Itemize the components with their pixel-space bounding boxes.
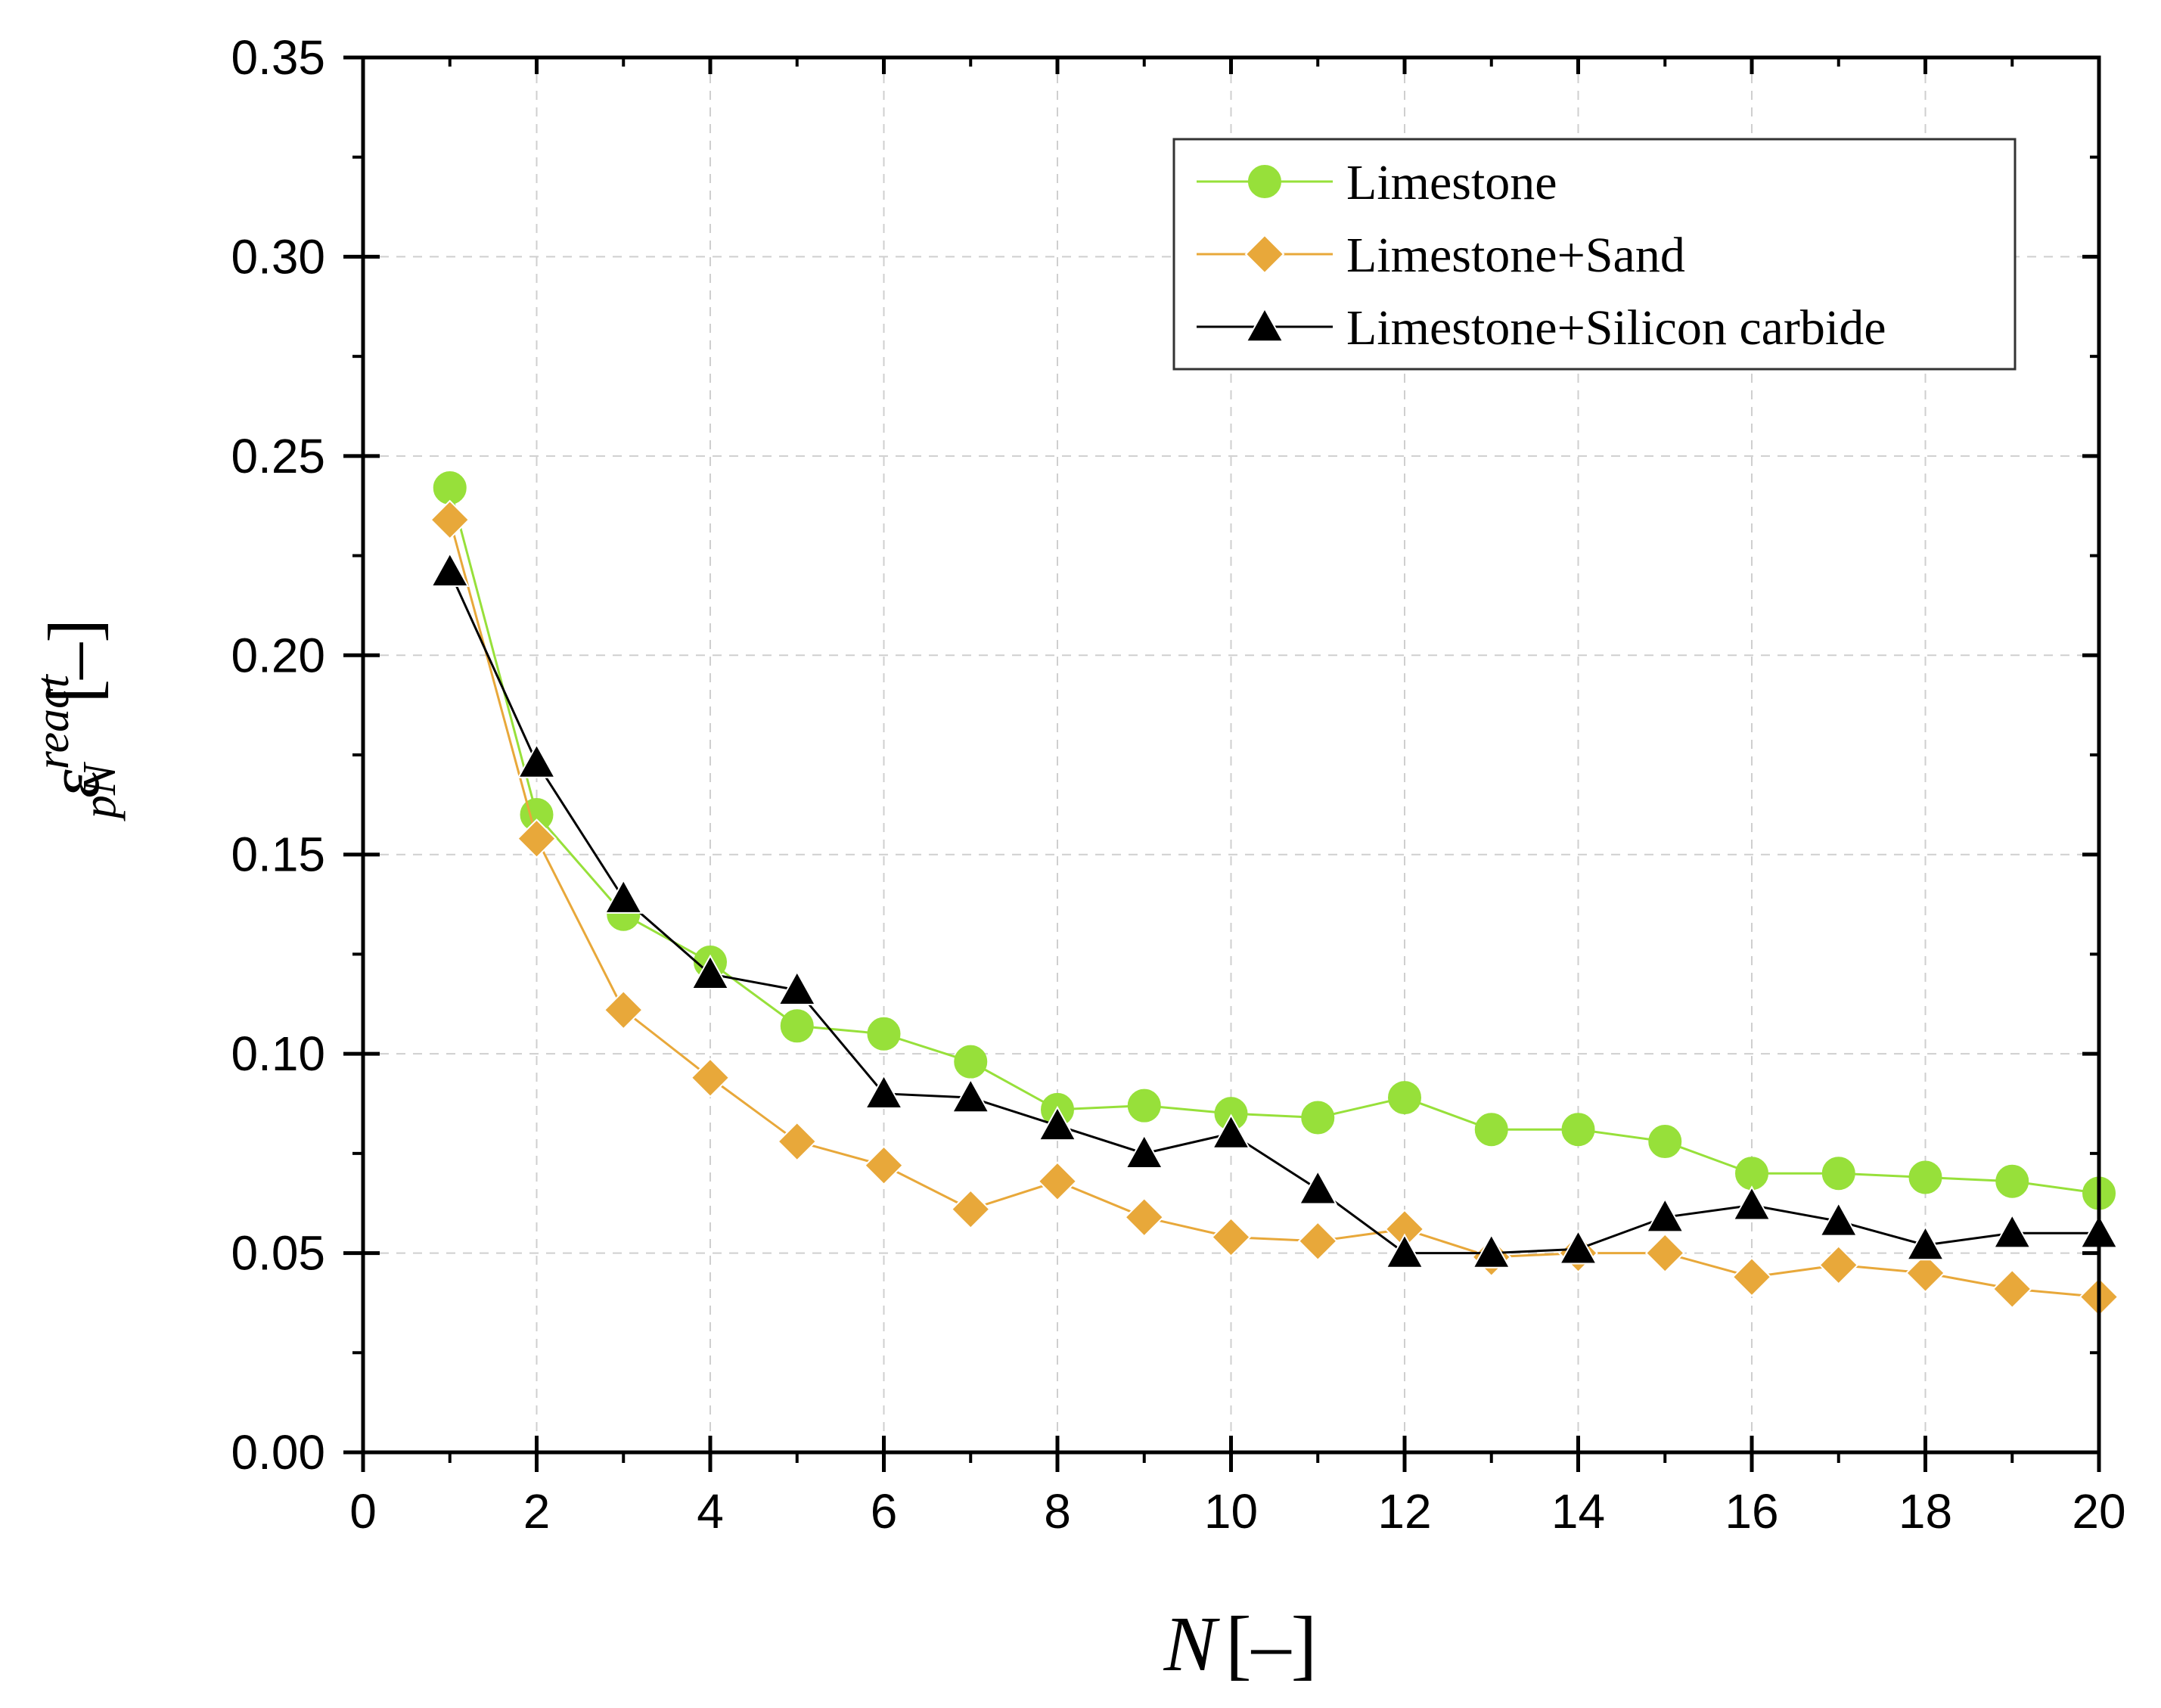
legend-marker — [1248, 165, 1281, 198]
legend-label-limestone-silicon-carbide: Limestone+Silicon carbide — [1346, 300, 1886, 356]
data-point — [867, 1017, 901, 1051]
y-axis-title: εreactpN [–] — [27, 619, 126, 821]
data-point — [1644, 1233, 1685, 1273]
x-axis-unit: [–] — [1225, 1601, 1317, 1688]
data-point — [1992, 1213, 2032, 1249]
legend-label-limestone: Limestone — [1346, 155, 1557, 210]
data-point — [604, 878, 643, 914]
data-point — [1561, 1113, 1595, 1147]
x-tick-label: 0 — [349, 1484, 377, 1539]
data-point — [864, 1145, 904, 1186]
legend-marker — [1245, 306, 1284, 343]
data-point — [780, 1009, 814, 1043]
series-limestone — [433, 471, 2116, 1210]
data-point — [1819, 1201, 1858, 1237]
data-point — [1037, 1161, 1078, 1202]
data-point — [1385, 1233, 1424, 1269]
y-tick-label: 0.25 — [231, 429, 325, 483]
y-tick-label: 0.00 — [231, 1425, 325, 1480]
y-tick-label: 0.35 — [231, 30, 325, 85]
data-point — [1474, 1113, 1508, 1147]
x-tick-label: 2 — [523, 1484, 551, 1539]
y-tick-label: 0.10 — [231, 1026, 325, 1081]
data-point — [1298, 1169, 1337, 1205]
x-axis-title: N [–] — [1163, 1601, 1318, 1688]
data-point — [951, 1078, 990, 1113]
series-layer — [430, 471, 2119, 1317]
legend-items — [1197, 165, 1333, 343]
x-tick-label: 8 — [1044, 1484, 1071, 1539]
data-point — [1732, 1185, 1771, 1221]
y-tick-label: 0.15 — [231, 828, 325, 882]
data-point — [1472, 1233, 1511, 1269]
data-point — [430, 499, 470, 540]
y-tick-label: 0.30 — [231, 229, 325, 284]
data-point — [864, 1073, 904, 1110]
x-axis-symbol: N — [1163, 1601, 1221, 1688]
data-point — [691, 954, 730, 989]
series-limestone-sand — [430, 499, 2119, 1317]
axes-layer — [343, 55, 2101, 1472]
grid-layer — [363, 57, 2099, 1452]
data-point — [778, 970, 817, 1006]
x-tick-label: 14 — [1551, 1484, 1605, 1539]
data-point — [1127, 1088, 1161, 1123]
data-point — [1125, 1133, 1164, 1169]
data-point — [1995, 1164, 2029, 1198]
data-point — [1645, 1197, 1684, 1233]
data-point — [430, 551, 470, 587]
data-point — [1211, 1113, 1251, 1149]
data-point — [1731, 1256, 1772, 1297]
x-tick-label: 6 — [871, 1484, 898, 1539]
data-point — [1905, 1253, 1945, 1293]
data-point — [517, 743, 557, 778]
x-tick-label: 10 — [1204, 1484, 1258, 1539]
data-point — [1992, 1269, 2032, 1309]
x-tick-label: 12 — [1377, 1484, 1431, 1539]
legend-label-limestone-sand: Limestone+Sand — [1346, 228, 1685, 283]
data-point — [1211, 1217, 1251, 1257]
legend: Limestone Limestone+Sand Limestone+Silic… — [1172, 138, 2017, 371]
data-point — [1818, 1244, 1859, 1285]
x-tick-label: 4 — [697, 1484, 724, 1539]
x-tick-label: 16 — [1725, 1484, 1778, 1539]
x-tick-label: 18 — [1899, 1484, 1952, 1539]
y-axis-subscript: pN — [74, 761, 126, 821]
data-point — [1124, 1197, 1165, 1238]
data-point — [1038, 1105, 1077, 1141]
data-point — [603, 989, 644, 1030]
data-point — [1297, 1221, 1338, 1262]
y-axis-superscript: react — [27, 673, 79, 769]
series-line — [449, 571, 2099, 1255]
data-point — [954, 1045, 988, 1079]
data-point — [1648, 1125, 1682, 1159]
data-point — [433, 471, 467, 505]
data-point — [950, 1189, 991, 1230]
y-tick-label: 0.05 — [231, 1226, 325, 1281]
data-point — [1301, 1101, 1335, 1135]
data-point — [517, 818, 557, 859]
y-axis-base: ε — [33, 769, 114, 798]
y-axis-unit: [–] — [33, 619, 114, 703]
data-point — [1908, 1160, 1942, 1194]
y-tick-label: 0.20 — [231, 628, 325, 682]
data-point — [690, 1057, 731, 1098]
tick-label-layer: 0 2 4 6 8 10 12 14 16 18 20 0.00 0.05 0.10 0.15 0.20 0.2… — [231, 30, 2125, 1539]
legend-marker — [1244, 234, 1285, 275]
data-point — [1905, 1225, 1945, 1261]
data-point — [1388, 1081, 1421, 1115]
data-point — [1821, 1157, 1855, 1191]
data-point — [1558, 1229, 1598, 1265]
data-point — [777, 1121, 818, 1162]
x-tick-label: 20 — [2072, 1484, 2125, 1539]
data-point — [1735, 1157, 1768, 1191]
